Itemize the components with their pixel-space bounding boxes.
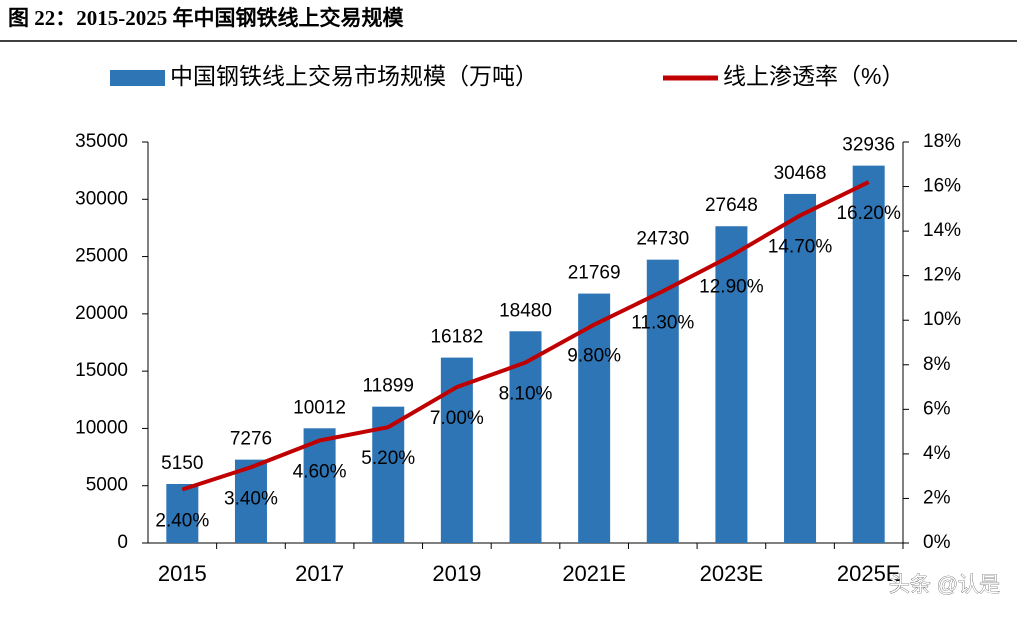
- x-tick-label: 2023E: [700, 561, 764, 586]
- y-tick-label: 5000: [86, 475, 128, 496]
- line-label: 7.00%: [430, 408, 484, 429]
- line-label: 2.40%: [155, 511, 209, 532]
- y2-tick-label: 2%: [923, 487, 951, 508]
- y-tick-label: 20000: [75, 303, 128, 324]
- bar: [303, 428, 336, 543]
- line-label: 11.30%: [631, 312, 694, 333]
- y-tick-label: 30000: [75, 188, 128, 209]
- bar-label: 16182: [430, 327, 483, 348]
- bar: [578, 293, 611, 543]
- x-tick-label: 2017: [295, 561, 344, 586]
- bar-label: 27648: [705, 195, 758, 216]
- line-label: 8.10%: [499, 384, 553, 405]
- line-label: 14.70%: [768, 237, 833, 258]
- line-label: 5.20%: [361, 448, 415, 469]
- line-label: 9.80%: [567, 346, 621, 367]
- bar-label: 11899: [363, 376, 414, 397]
- bar: [166, 483, 199, 543]
- line-label: 3.40%: [224, 488, 278, 509]
- y2-tick-label: 14%: [923, 220, 961, 241]
- x-tick-label: 2019: [432, 561, 481, 586]
- bar: [784, 193, 817, 543]
- bar-label: 18480: [499, 300, 552, 321]
- line: [181, 180, 870, 492]
- x-tick-label: 2021E: [562, 561, 626, 586]
- bar: [715, 226, 748, 543]
- x-tick-label: 2025E: [837, 561, 901, 586]
- watermark: 头条 @认是: [889, 574, 1000, 597]
- line-label: 16.20%: [836, 203, 901, 224]
- bar: [234, 459, 267, 543]
- y2-tick-label: 8%: [923, 354, 951, 375]
- y2-tick-label: 18%: [923, 131, 961, 152]
- bar-label: 21769: [568, 263, 621, 284]
- bar-label: 24730: [636, 229, 689, 250]
- legend-label: 中国钢铁线上交易市场规模（万吨）: [170, 63, 538, 89]
- line-label: 12.90%: [699, 277, 764, 298]
- y2-tick-label: 16%: [923, 176, 961, 197]
- y-tick-label: 10000: [75, 417, 128, 438]
- y2-tick-label: 10%: [923, 309, 961, 330]
- bar-label: 5150: [161, 453, 203, 474]
- y2-tick-label: 0%: [923, 532, 951, 553]
- legend-label: 线上渗透率（%）: [723, 63, 904, 89]
- y2-tick-label: 6%: [923, 398, 951, 419]
- y-tick-label: 15000: [75, 360, 128, 381]
- y-tick-label: 35000: [75, 131, 128, 152]
- x-tick-label: 2015: [158, 561, 207, 586]
- y2-tick-label: 4%: [923, 443, 951, 464]
- bar-label: 7276: [230, 429, 272, 450]
- bar-label: 30468: [774, 163, 827, 184]
- y-tick-label: 0: [117, 532, 128, 553]
- bar-label: 32936: [842, 135, 895, 156]
- line-label: 4.60%: [293, 462, 347, 483]
- legend-swatch: [110, 70, 165, 86]
- y2-tick-label: 12%: [923, 265, 961, 286]
- y-tick-label: 25000: [75, 246, 128, 267]
- bar: [646, 259, 679, 543]
- bar-label: 10012: [293, 397, 346, 418]
- bar: [852, 165, 885, 544]
- chart-title: 图 22：2015-2025 年中国钢铁线上交易规模: [8, 6, 404, 30]
